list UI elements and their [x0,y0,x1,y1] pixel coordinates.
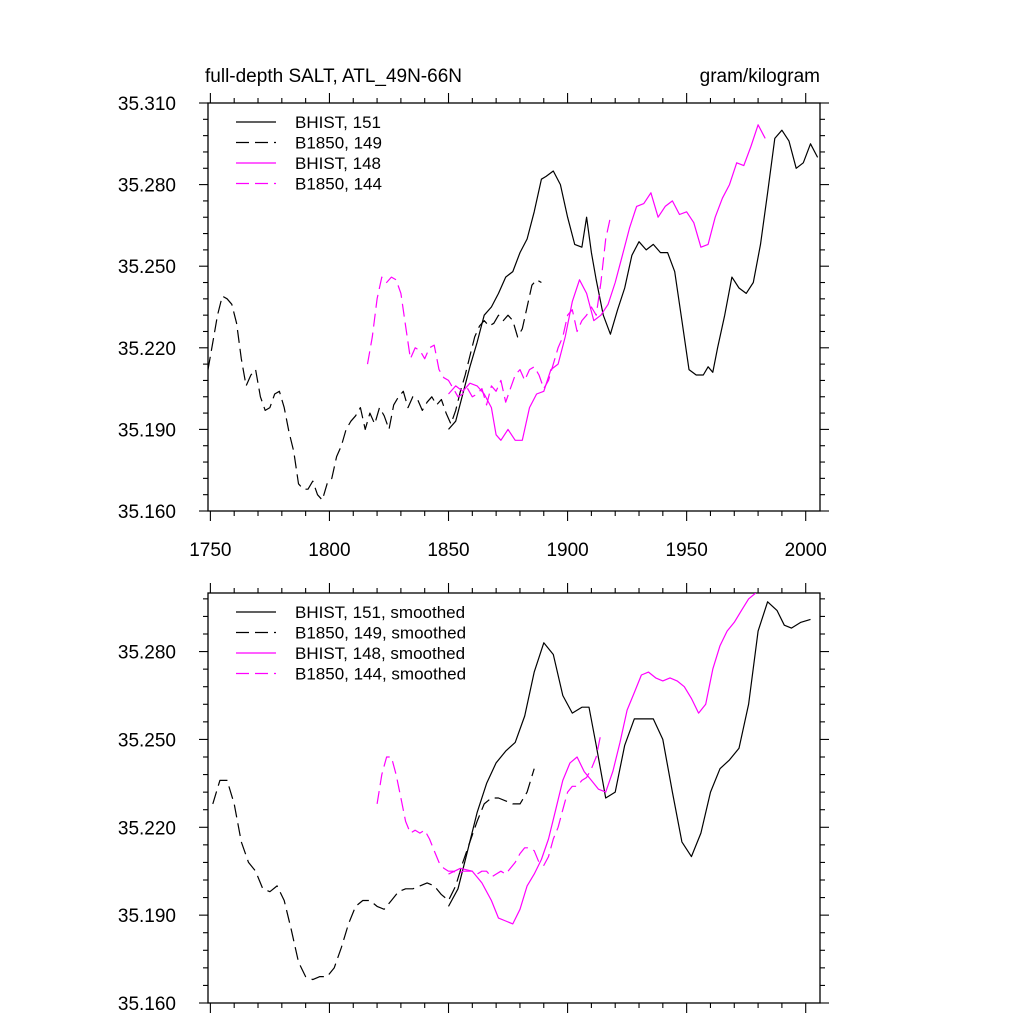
x-tick-label: 1850 [427,540,469,561]
y-tick-label: 35.280 [118,176,176,197]
units-label: gram/kilogram [700,66,820,87]
top-panel: 35.160 35.190 35.220 35.250 35.280 35.310 1750… [118,93,829,561]
y-tick-label: 35.250 [118,257,176,278]
y-tick-label: 35.190 [118,906,176,927]
legend-label: B1850, 149 [295,134,382,153]
series-line-4 [366,217,611,406]
chart-title: full-depth SALT, ATL_49N-66N [205,66,462,87]
series-line-3 [448,593,757,925]
bottom-panel: 35.160 35.190 35.220 35.250 35.280 BHIST, 151… [118,583,829,1015]
y-tick-label: 35.250 [118,730,176,751]
plot-frame [207,592,821,1004]
series-line-1 [448,129,819,430]
legend-label: BHIST, 151, smoothed [295,603,465,622]
legend-label: BHIST, 148, smoothed [295,644,465,663]
y-tick-label: 35.310 [118,94,176,115]
series-line-1 [447,601,811,907]
series-line-4 [376,733,602,878]
y-tick-label: 35.220 [118,818,176,839]
legend-label: BHIST, 148 [295,154,381,173]
y-tick-label: 35.190 [118,420,176,441]
y-tick-label: 35.160 [118,994,176,1015]
y-tick-label: 35.280 [118,643,176,664]
y-tick-label: 35.160 [118,502,176,523]
series-line-3 [448,124,766,441]
legend-label: B1850, 149, smoothed [295,624,466,643]
x-tick-label: 1950 [666,540,708,561]
series-line-2 [208,279,542,501]
series-line-2 [212,768,535,981]
y-tick-label: 35.220 [118,339,176,360]
plot-frame [207,102,821,512]
legend-label: BHIST, 151 [295,113,381,132]
legend-label: B1850, 144, smoothed [295,665,466,684]
x-tick-label: 1900 [546,540,588,561]
x-tick-label: 2000 [785,540,827,561]
legend-label: B1850, 144 [295,175,382,194]
x-tick-label: 1750 [189,540,231,561]
x-tick-label: 1800 [308,540,350,561]
